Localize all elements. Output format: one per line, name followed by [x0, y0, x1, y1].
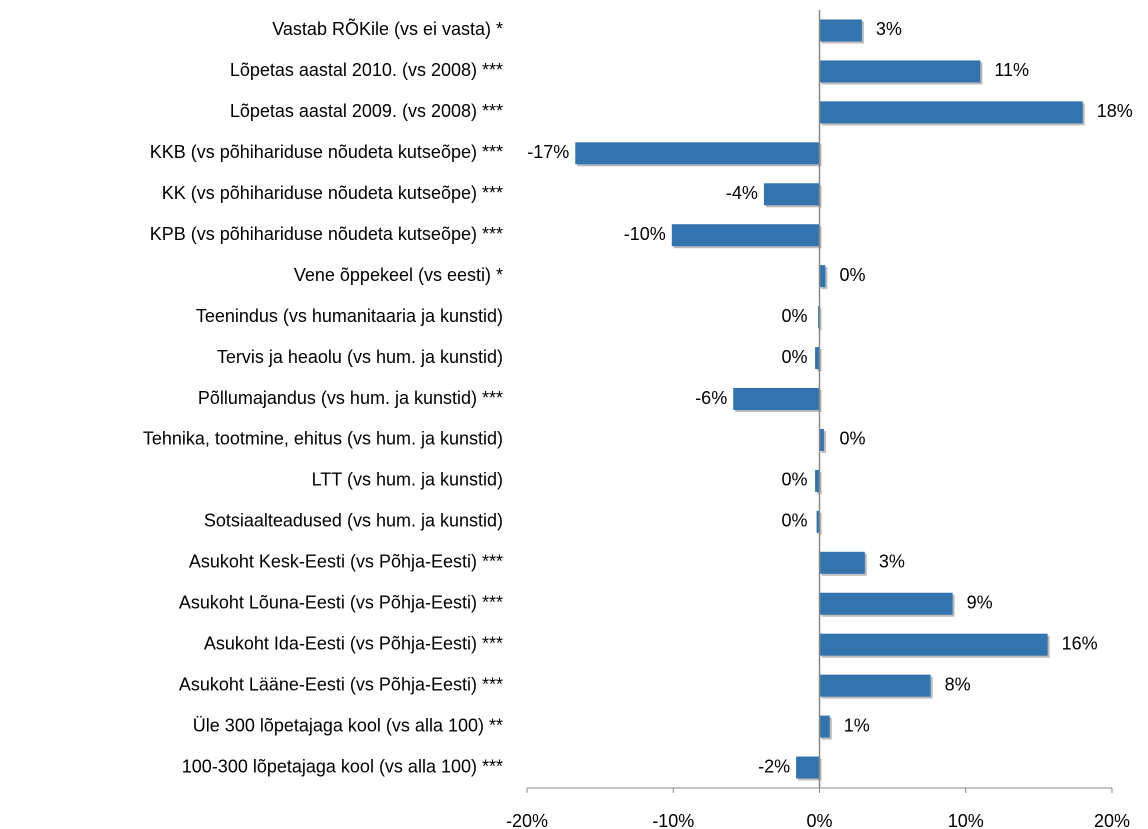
bar	[575, 142, 820, 165]
bar	[815, 347, 820, 370]
bar	[796, 756, 820, 779]
bar	[819, 592, 953, 615]
data-label: 0%	[781, 347, 807, 367]
bar	[763, 183, 820, 206]
data-label: -10%	[624, 224, 666, 244]
data-label: 0%	[781, 511, 807, 531]
data-label: 0%	[840, 429, 866, 449]
data-label: 18%	[1097, 101, 1133, 121]
x-tick-label: 10%	[948, 811, 984, 829]
data-label: -4%	[726, 183, 758, 203]
x-tick-label: -20%	[506, 811, 548, 829]
bar	[819, 715, 830, 738]
category-label: Asukoht Lääne-Eesti (vs Põhja-Eesti) ***	[179, 674, 503, 694]
bar	[819, 633, 1048, 656]
bar	[671, 224, 820, 247]
category-label: Lõpetas aastal 2009. (vs 2008) ***	[230, 101, 503, 121]
bar	[819, 428, 824, 451]
category-label: KKB (vs põhihariduse nõudeta kutseõpe) *…	[150, 142, 503, 162]
category-label: KK (vs põhihariduse nõudeta kutseõpe) **…	[162, 183, 503, 203]
category-label: Teenindus (vs humanitaaria ja kunstid)	[196, 306, 503, 326]
category-label: LTT (vs hum. ja kunstid)	[312, 470, 503, 490]
category-label: Tehnika, tootmine, ehitus (vs hum. ja ku…	[143, 429, 503, 449]
data-label: 3%	[876, 19, 902, 39]
data-label: -17%	[527, 142, 569, 162]
data-label: 8%	[945, 674, 971, 694]
category-label: KPB (vs põhihariduse nõudeta kutseõpe) *…	[150, 224, 503, 244]
category-label: Asukoht Ida-Eesti (vs Põhja-Eesti) ***	[204, 633, 503, 653]
bar-shadow	[820, 308, 822, 331]
data-label: -6%	[695, 388, 727, 408]
category-label: 100-300 lõpetajaga kool (vs alla 100) **…	[182, 756, 503, 776]
data-label: 1%	[844, 715, 870, 735]
bar	[819, 674, 931, 697]
bar	[733, 388, 820, 410]
category-label: Vene õppekeel (vs eesti) *	[294, 265, 503, 285]
bar	[819, 19, 862, 42]
bar	[819, 265, 826, 288]
category-label: Lõpetas aastal 2010. (vs 2008) ***	[230, 60, 503, 80]
x-tick-label: 0%	[806, 811, 832, 829]
category-label: Asukoht Lõuna-Eesti (vs Põhja-Eesti) ***	[179, 592, 503, 612]
data-label: 16%	[1062, 633, 1098, 653]
data-label: 3%	[879, 552, 905, 572]
bar	[819, 60, 981, 83]
category-label: Tervis ja heaolu (vs hum. ja kunstid)	[217, 347, 503, 367]
data-label: 11%	[994, 60, 1029, 80]
bar	[815, 469, 820, 492]
data-label: 9%	[967, 592, 993, 612]
data-label: 0%	[781, 470, 807, 490]
bar	[819, 101, 1083, 124]
x-tick-label: 20%	[1094, 811, 1130, 829]
category-label: Asukoht Kesk-Eesti (vs Põhja-Eesti) ***	[189, 552, 503, 572]
category-label: Üle 300 lõpetajaga kool (vs alla 100) **	[193, 715, 503, 735]
category-label: Vastab RÕKile (vs ei vasta) *	[272, 18, 503, 39]
bar	[819, 551, 865, 574]
data-label: -2%	[758, 756, 790, 776]
data-label: 0%	[781, 306, 807, 326]
category-label: Sotsiaalteadused (vs hum. ja kunstid)	[204, 511, 503, 531]
bar	[816, 510, 820, 533]
x-tick-label: -10%	[652, 811, 694, 829]
category-label: Põllumajandus (vs hum. ja kunstid) ***	[198, 388, 503, 408]
data-label: 0%	[840, 265, 866, 285]
